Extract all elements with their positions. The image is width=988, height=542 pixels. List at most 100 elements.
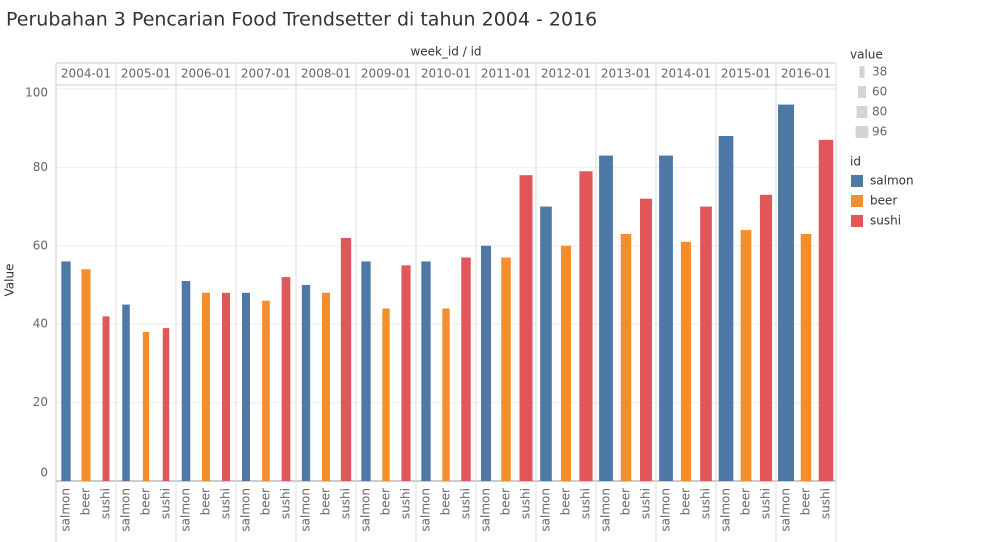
x-tick-label: beer xyxy=(739,488,753,515)
x-tick-label: beer xyxy=(679,488,693,515)
x-tick-label: sushi xyxy=(519,488,533,519)
size-legend-label: 38 xyxy=(872,65,887,79)
panel-header: 2011-01 xyxy=(481,67,531,81)
x-tick-label: beer xyxy=(259,488,273,515)
panel-header: 2016-01 xyxy=(781,67,831,81)
bar xyxy=(162,328,170,481)
x-tick-label: salmon xyxy=(59,488,73,532)
x-tick-label: sushi xyxy=(639,488,653,519)
bar xyxy=(640,198,652,481)
bar xyxy=(501,257,511,481)
bar xyxy=(442,308,450,481)
header-label: week_id / id xyxy=(410,45,481,59)
bar xyxy=(322,292,330,481)
panel-header: 2009-01 xyxy=(361,67,411,81)
panel-header: 2012-01 xyxy=(541,67,591,81)
bar xyxy=(481,245,491,481)
x-tick-label: sushi xyxy=(819,488,833,519)
legend-swatch xyxy=(851,195,863,207)
panel-header: 2015-01 xyxy=(721,67,771,81)
x-tick-label: beer xyxy=(559,488,573,515)
x-tick-label: sushi xyxy=(159,488,173,519)
x-tick-label: sushi xyxy=(219,488,233,519)
x-tick-label: salmon xyxy=(419,488,433,532)
x-tick-label: beer xyxy=(619,488,633,515)
x-tick-label: salmon xyxy=(659,488,673,532)
bar xyxy=(281,277,291,481)
bar xyxy=(242,292,250,481)
legend-title: id xyxy=(850,155,861,169)
x-tick-label: sushi xyxy=(399,488,413,519)
bar xyxy=(818,139,834,481)
bar xyxy=(540,206,552,481)
bar xyxy=(382,308,390,481)
bar xyxy=(759,194,773,482)
panel-header: 2004-01 xyxy=(61,67,111,81)
size-legend-title: value xyxy=(850,48,883,62)
y-tick-label: 100 xyxy=(25,86,48,100)
x-tick-label: sushi xyxy=(459,488,473,519)
chart-title: Perubahan 3 Pencarian Food Trendsetter d… xyxy=(6,9,597,31)
x-tick-label: beer xyxy=(439,488,453,515)
size-legend-label: 80 xyxy=(872,105,887,119)
legend-swatch xyxy=(851,175,863,187)
legend-label: beer xyxy=(870,194,897,208)
panel-header: 2008-01 xyxy=(301,67,351,81)
x-tick-label: beer xyxy=(379,488,393,515)
y-tick-label: 0 xyxy=(40,466,48,480)
size-legend-swatch xyxy=(856,106,868,118)
bar xyxy=(202,292,210,481)
bar xyxy=(519,175,533,481)
bar xyxy=(401,265,411,481)
bar xyxy=(620,233,632,481)
legend-swatch xyxy=(851,215,863,227)
size-legend-swatch xyxy=(855,126,869,138)
x-tick-label: sushi xyxy=(339,488,353,519)
y-tick-label: 80 xyxy=(33,160,48,174)
panel-header: 2007-01 xyxy=(241,67,291,81)
y-tick-label: 60 xyxy=(33,238,48,252)
bar xyxy=(301,284,311,481)
x-tick-label: salmon xyxy=(179,488,193,532)
bar xyxy=(102,316,110,481)
x-tick-label: salmon xyxy=(479,488,493,532)
bar xyxy=(122,304,130,481)
bar xyxy=(561,245,571,481)
y-tick-label: 20 xyxy=(33,395,48,409)
panel-header: 2013-01 xyxy=(601,67,651,81)
bar xyxy=(680,241,692,481)
bar xyxy=(181,281,191,481)
x-tick-label: beer xyxy=(199,488,213,515)
panel-header: 2005-01 xyxy=(121,67,171,81)
bar xyxy=(142,332,150,481)
bar xyxy=(361,261,371,481)
panel-header: 2014-01 xyxy=(661,67,711,81)
bar xyxy=(800,233,812,481)
bar xyxy=(659,155,673,481)
bar xyxy=(579,171,593,481)
x-tick-label: salmon xyxy=(539,488,553,532)
bar xyxy=(81,269,91,481)
bar xyxy=(421,261,431,481)
x-tick-label: salmon xyxy=(119,488,133,532)
x-tick-label: salmon xyxy=(239,488,253,532)
panel-header: 2010-01 xyxy=(421,67,471,81)
size-legend-swatch xyxy=(859,66,865,78)
x-tick-label: sushi xyxy=(99,488,113,519)
x-tick-label: salmon xyxy=(359,488,373,532)
bar xyxy=(262,300,270,481)
x-tick-label: beer xyxy=(139,488,153,515)
size-legend-label: 96 xyxy=(872,125,887,139)
x-tick-label: sushi xyxy=(759,488,773,519)
bar xyxy=(61,261,71,481)
x-tick-label: salmon xyxy=(599,488,613,532)
bar xyxy=(740,230,752,481)
legend-label: sushi xyxy=(870,214,901,228)
x-tick-label: beer xyxy=(319,488,333,515)
x-tick-label: beer xyxy=(799,488,813,515)
bar xyxy=(700,206,712,481)
bar xyxy=(222,292,230,481)
bar xyxy=(778,104,794,482)
y-tick-label: 40 xyxy=(33,317,48,331)
